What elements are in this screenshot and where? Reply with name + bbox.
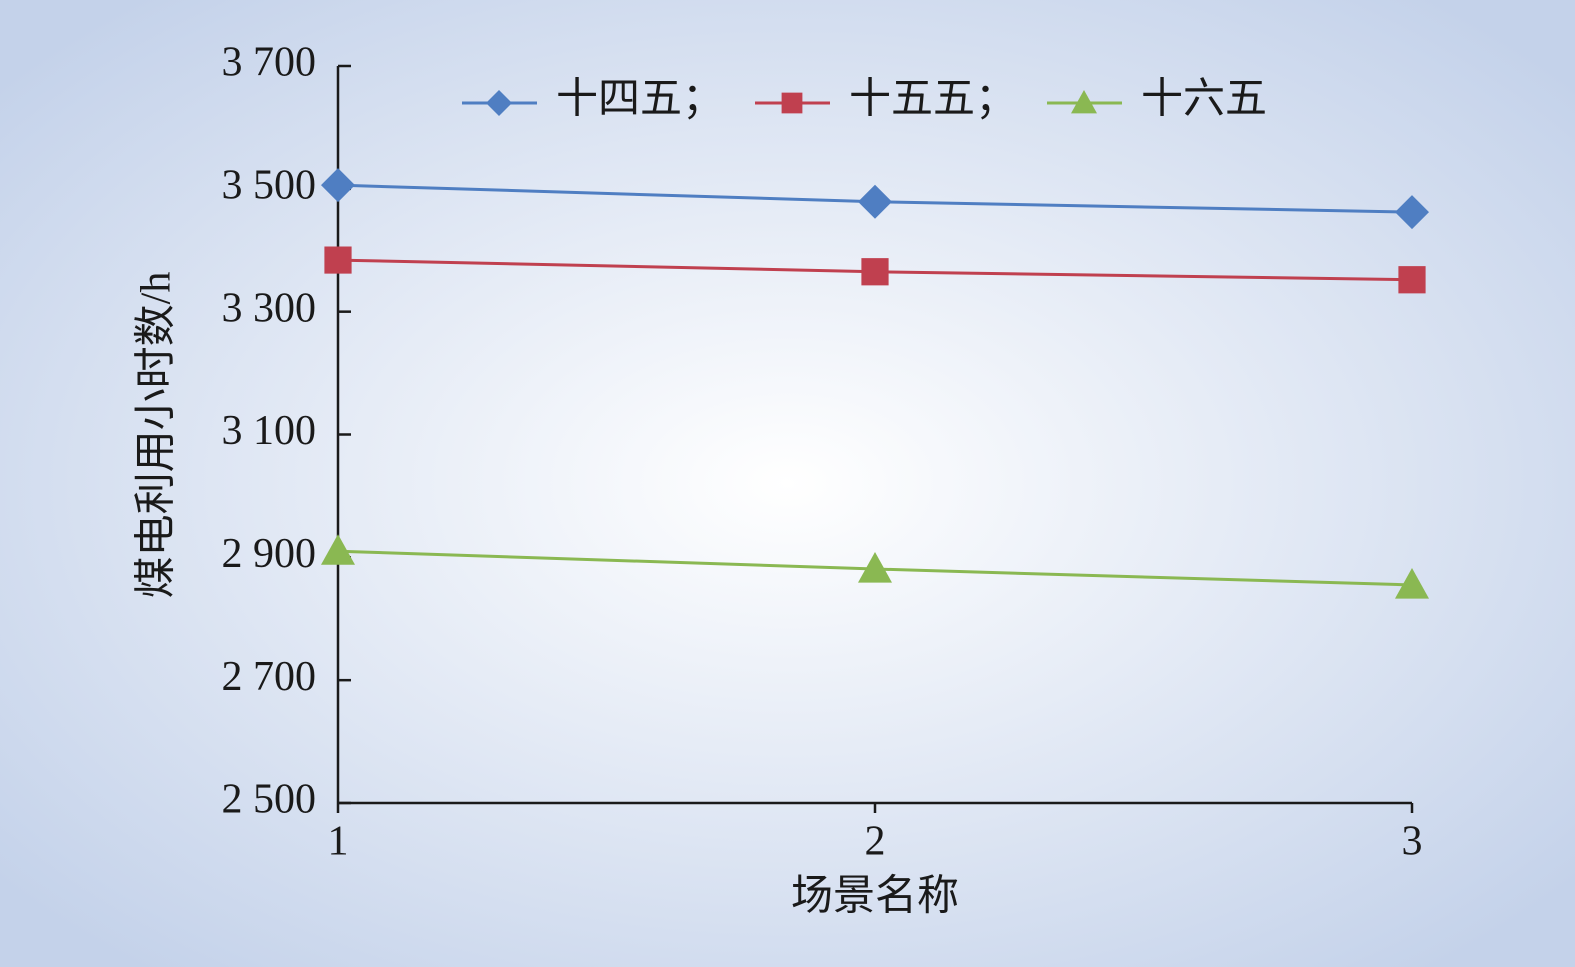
- y-tick-label: 2 900: [222, 531, 317, 577]
- x-axis-label: 场景名称: [791, 874, 959, 920]
- legend-label: 十四五；: [556, 77, 724, 123]
- y-tick-label: 3 100: [222, 408, 317, 454]
- y-axis-label: 煤电利用小时数/h: [134, 272, 180, 599]
- data-point: [321, 534, 355, 565]
- data-point: [861, 258, 889, 286]
- data-point: [1398, 266, 1426, 294]
- legend-label: 十六五: [1141, 77, 1267, 123]
- data-point: [1395, 195, 1429, 230]
- y-tick-label: 2 500: [222, 777, 317, 823]
- y-tick-label: 2 700: [222, 654, 317, 700]
- legend-marker: [781, 92, 803, 114]
- y-tick-label: 3 700: [222, 40, 317, 86]
- legend-marker: [1071, 90, 1097, 114]
- x-tick-label: 1: [328, 819, 349, 865]
- data-point: [321, 168, 355, 203]
- data-point: [1395, 567, 1429, 599]
- data-point: [324, 246, 352, 274]
- y-tick-label: 3 300: [222, 285, 317, 331]
- x-tick-label: 2: [865, 819, 886, 865]
- legend-label: 十五五；: [849, 77, 1017, 123]
- legend-marker: [486, 90, 512, 116]
- data-point: [858, 552, 892, 583]
- x-tick-label: 3: [1402, 819, 1423, 865]
- data-point: [858, 184, 892, 219]
- y-tick-label: 3 500: [222, 162, 317, 208]
